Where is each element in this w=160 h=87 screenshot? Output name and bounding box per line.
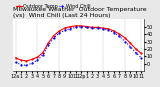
Outdoor Temp [75, 25, 77, 26]
Wind Chill [47, 45, 49, 46]
Outdoor Temp [36, 57, 38, 58]
Wind Chill [86, 27, 88, 28]
Wind Chill [140, 57, 142, 58]
Wind Chill [42, 54, 44, 55]
Wind Chill [113, 32, 115, 33]
Outdoor Temp [31, 59, 33, 60]
Wind Chill [108, 30, 109, 31]
Outdoor Temp [91, 27, 93, 28]
Outdoor Temp [108, 28, 109, 29]
Wind Chill [25, 65, 27, 66]
Line: Wind Chill: Wind Chill [15, 26, 142, 66]
Outdoor Temp [69, 26, 71, 27]
Outdoor Temp [25, 60, 27, 61]
Wind Chill [15, 62, 16, 63]
Text: Milwaukee Weather  Outdoor Temperature (vs)  Wind Chill (Last 24 Hours): Milwaukee Weather Outdoor Temperature (v… [13, 7, 146, 18]
Outdoor Temp [102, 28, 104, 29]
Wind Chill [75, 27, 77, 28]
Outdoor Temp [20, 60, 22, 61]
Outdoor Temp [53, 35, 55, 36]
Wind Chill [36, 60, 38, 61]
Wind Chill [80, 26, 82, 27]
Outdoor Temp [118, 33, 120, 35]
Outdoor Temp [135, 48, 137, 50]
Wind Chill [102, 28, 104, 29]
Wind Chill [124, 41, 126, 42]
Outdoor Temp [129, 42, 131, 44]
Outdoor Temp [64, 28, 66, 29]
Outdoor Temp [15, 57, 16, 58]
Outdoor Temp [80, 25, 82, 26]
Outdoor Temp [113, 31, 115, 32]
Outdoor Temp [58, 31, 60, 32]
Wind Chill [53, 37, 55, 38]
Wind Chill [20, 64, 22, 65]
Wind Chill [135, 52, 137, 53]
Wind Chill [91, 28, 93, 29]
Outdoor Temp [47, 42, 49, 44]
Wind Chill [118, 36, 120, 37]
Wind Chill [31, 63, 33, 64]
Legend: Outdoor Temp, Wind Chill: Outdoor Temp, Wind Chill [15, 3, 91, 9]
Wind Chill [97, 28, 99, 29]
Line: Outdoor Temp: Outdoor Temp [15, 25, 142, 62]
Outdoor Temp [86, 26, 88, 27]
Wind Chill [129, 46, 131, 47]
Outdoor Temp [124, 37, 126, 38]
Outdoor Temp [140, 53, 142, 54]
Wind Chill [64, 30, 66, 31]
Outdoor Temp [97, 27, 99, 28]
Wind Chill [69, 28, 71, 29]
Outdoor Temp [42, 52, 44, 53]
Wind Chill [58, 33, 60, 34]
